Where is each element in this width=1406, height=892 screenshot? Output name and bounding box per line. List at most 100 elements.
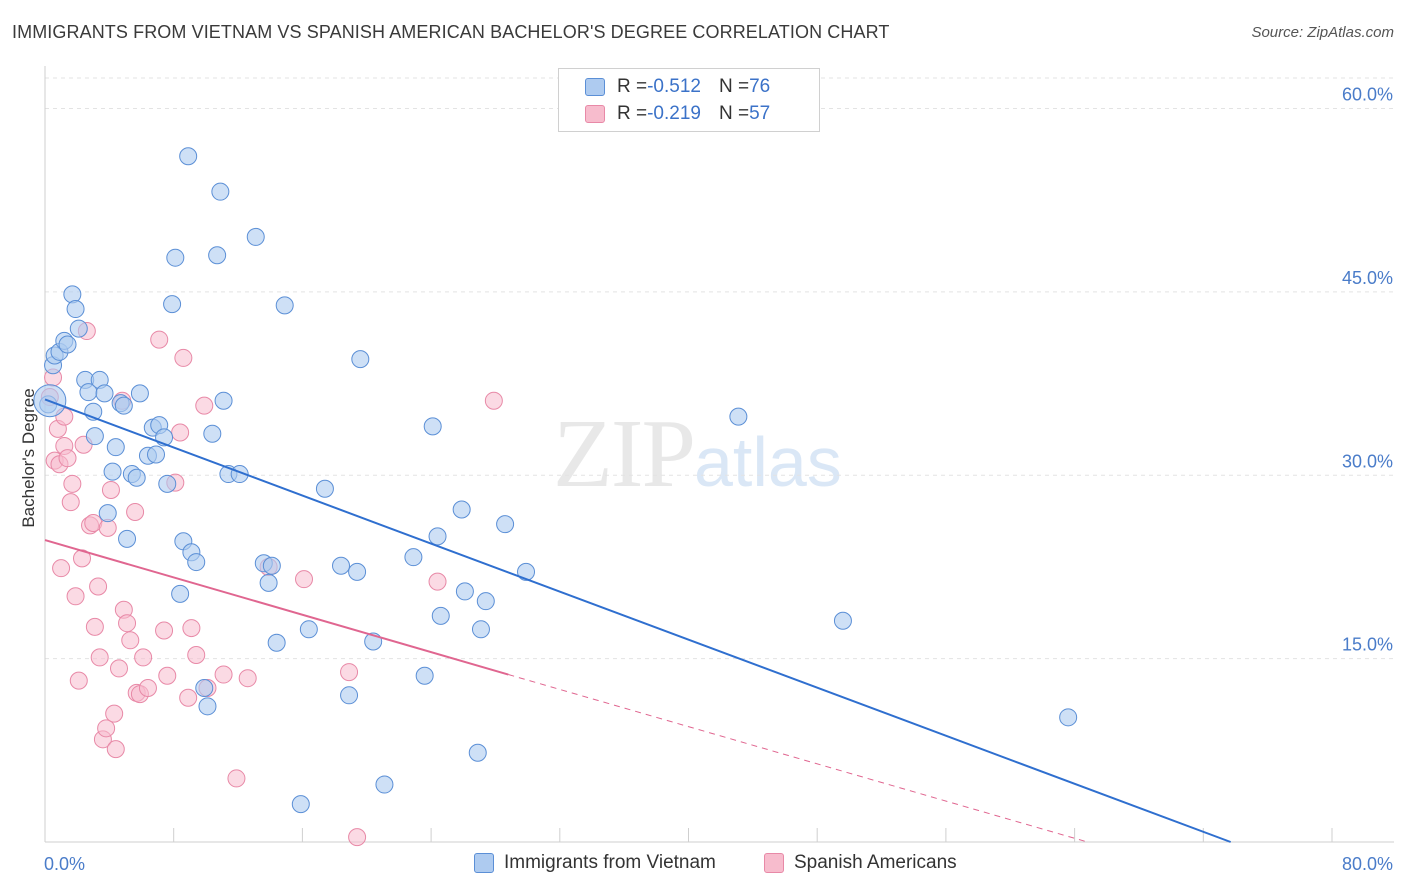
spanish-americans-point (110, 659, 129, 678)
spanish-americans-point (90, 648, 109, 667)
legend-n-value: 76 (749, 76, 771, 97)
y-tick-label: 45.0% (1342, 268, 1393, 288)
vietnam-point (428, 527, 447, 546)
vietnam-point (351, 350, 370, 369)
watermark-atlas: atlas (694, 423, 842, 501)
legend-n-label: N = (718, 76, 750, 97)
spanish-americans-point (179, 688, 198, 707)
spanish-americans-point (61, 493, 80, 512)
spanish-americans-point (89, 577, 108, 596)
spanish-americans-point (69, 671, 88, 690)
spanish-americans-point (227, 769, 246, 788)
chart-title: IMMIGRANTS FROM VIETNAM VS SPANISH AMERI… (12, 22, 890, 42)
vietnam-point (415, 666, 434, 685)
y-tick-label: 15.0% (1342, 635, 1393, 655)
watermark: ZIPatlas (553, 398, 842, 510)
spanish-americans-point (214, 665, 233, 684)
bottom-legend-label-spanish: Spanish Americans (794, 852, 957, 873)
vietnam-point (58, 335, 77, 354)
spanish-americans-point (66, 587, 85, 606)
spanish-americans-point (484, 391, 503, 410)
vietnam-point (69, 319, 88, 338)
watermark-zip: ZIP (553, 400, 696, 508)
y-tick-label: 60.0% (1342, 85, 1393, 105)
spanish-americans-point (238, 669, 257, 688)
vietnam-point (166, 248, 185, 267)
vietnam-point (291, 795, 310, 814)
x-tick-label: 80.0% (1342, 854, 1393, 874)
vietnam-point (259, 573, 278, 592)
vietnam-point (147, 445, 166, 464)
x-tick-label: 0.0% (44, 854, 85, 874)
spanish-americans-point (118, 614, 137, 633)
spanish-americans-point (106, 740, 125, 759)
spanish-americans-point (295, 570, 314, 589)
tick-labels: 15.0% 30.0% 45.0% 60.0% 0.0% 80.0% (44, 85, 1393, 874)
vietnam-point (1059, 708, 1078, 727)
legend-r-value: -0.219 (647, 103, 701, 124)
vietnam-point (214, 391, 233, 410)
vietnam-point (106, 438, 125, 457)
spanish-americans-point (195, 396, 214, 415)
vietnam-point (517, 562, 536, 581)
vietnam-point (729, 407, 748, 426)
vietnam-point (246, 227, 265, 246)
spanish-americans-point (63, 474, 82, 493)
bottom-legend-spanish: Spanish Americans (764, 852, 957, 874)
spanish-americans-point (171, 423, 190, 442)
source-credit: Source: ZipAtlas.com (1251, 24, 1394, 41)
y-tick-label: 30.0% (1342, 451, 1393, 471)
spanish-americans-point (174, 348, 193, 367)
spanish-americans-point (97, 719, 116, 738)
vietnam-point (171, 584, 190, 603)
spanish-americans-point (348, 828, 367, 847)
legend-row-spanish: R = -0.219 N = 57 (585, 102, 770, 126)
vietnam-point (275, 296, 294, 315)
vietnam-point (158, 474, 177, 493)
spanish-americans-point (101, 480, 120, 499)
vietnam-point (267, 633, 286, 652)
bottom-legend-swatch-pink (764, 853, 784, 873)
vietnam-point (262, 556, 281, 575)
bottom-legend-label-vietnam: Immigrants from Vietnam (504, 852, 716, 873)
vietnam-point (340, 686, 359, 705)
spanish-americans-point (126, 502, 145, 521)
vietnam-point (114, 396, 133, 415)
legend-swatch-blue (585, 78, 605, 96)
spanish-americans-point (52, 559, 71, 578)
vietnam-point (431, 606, 450, 625)
vietnam-point (375, 775, 394, 794)
vietnam-points (33, 147, 1078, 814)
spanish-americans-point (428, 572, 447, 591)
legend-n-value: 57 (749, 103, 771, 124)
vietnam-point (299, 620, 318, 639)
bottom-legend-vietnam: Immigrants from Vietnam (474, 852, 716, 874)
spanish-americans-point (182, 619, 201, 638)
legend-n-label: N = (718, 103, 750, 124)
spanish-americans-point (105, 704, 124, 723)
vietnam-point (103, 462, 122, 481)
gridlines (45, 77, 1394, 660)
vietnam-point (208, 246, 227, 265)
vietnam-point (833, 611, 852, 630)
spanish-americans-point (150, 330, 169, 349)
vietnam-point (211, 182, 230, 201)
vietnam-point (404, 548, 423, 567)
spanish-americans-point (58, 449, 77, 468)
vietnam-point (98, 504, 117, 523)
spanish-americans-point (134, 648, 153, 667)
legend-r-label: R = (617, 76, 648, 97)
axes (44, 66, 1394, 843)
trend-lines (44, 398, 1231, 843)
spanish-trend-line (44, 539, 509, 676)
spanish-americans-point (155, 621, 174, 640)
vietnam-point (118, 529, 137, 548)
vietnam-point (95, 384, 114, 403)
spanish-americans-point (138, 678, 157, 697)
vietnam-point (66, 300, 85, 319)
correlation-legend: R = -0.512 N = 76 R = -0.219 N = 57 (558, 68, 820, 132)
vietnam-point (496, 515, 515, 534)
vietnam-point (348, 562, 367, 581)
legend-r-value: -0.512 (647, 76, 701, 97)
